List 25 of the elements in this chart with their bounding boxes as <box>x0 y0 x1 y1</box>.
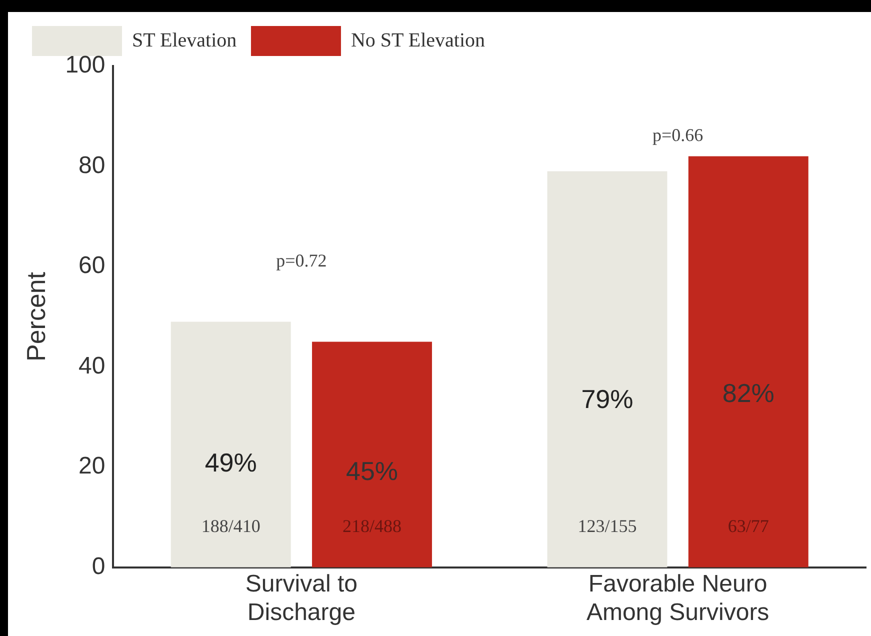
data-label: 79% <box>581 384 634 414</box>
annotation: 218/488 <box>342 516 402 536</box>
bar <box>688 156 808 568</box>
legend-label: ST Elevation <box>132 29 237 52</box>
y-tick-label: 100 <box>65 52 106 79</box>
annotation: p=0.66 <box>652 124 704 145</box>
y-tick-label: 0 <box>92 553 106 580</box>
y-tick-label: 20 <box>78 452 106 480</box>
annotation: 63/77 <box>728 516 769 536</box>
y-tick-label: 80 <box>78 152 106 179</box>
bar <box>547 171 668 568</box>
legend-label: No ST Elevation <box>350 29 486 52</box>
bar <box>312 342 432 568</box>
annotation: 188/410 <box>201 516 260 536</box>
y-axis-title: Percent <box>20 271 51 362</box>
x-tick-label: Favorable Neuro Among Survivors <box>586 570 770 626</box>
bar <box>170 322 291 568</box>
annotation: p=0.72 <box>276 250 327 270</box>
y-tick-label: 60 <box>78 252 106 280</box>
y-tick-label: 40 <box>78 352 106 380</box>
x-tick-label: Survival to Discharge <box>245 570 358 626</box>
data-label: 49% <box>204 447 257 478</box>
data-label: 45% <box>346 456 398 486</box>
data-label: 82% <box>722 378 774 408</box>
annotation: 123/155 <box>578 516 637 536</box>
